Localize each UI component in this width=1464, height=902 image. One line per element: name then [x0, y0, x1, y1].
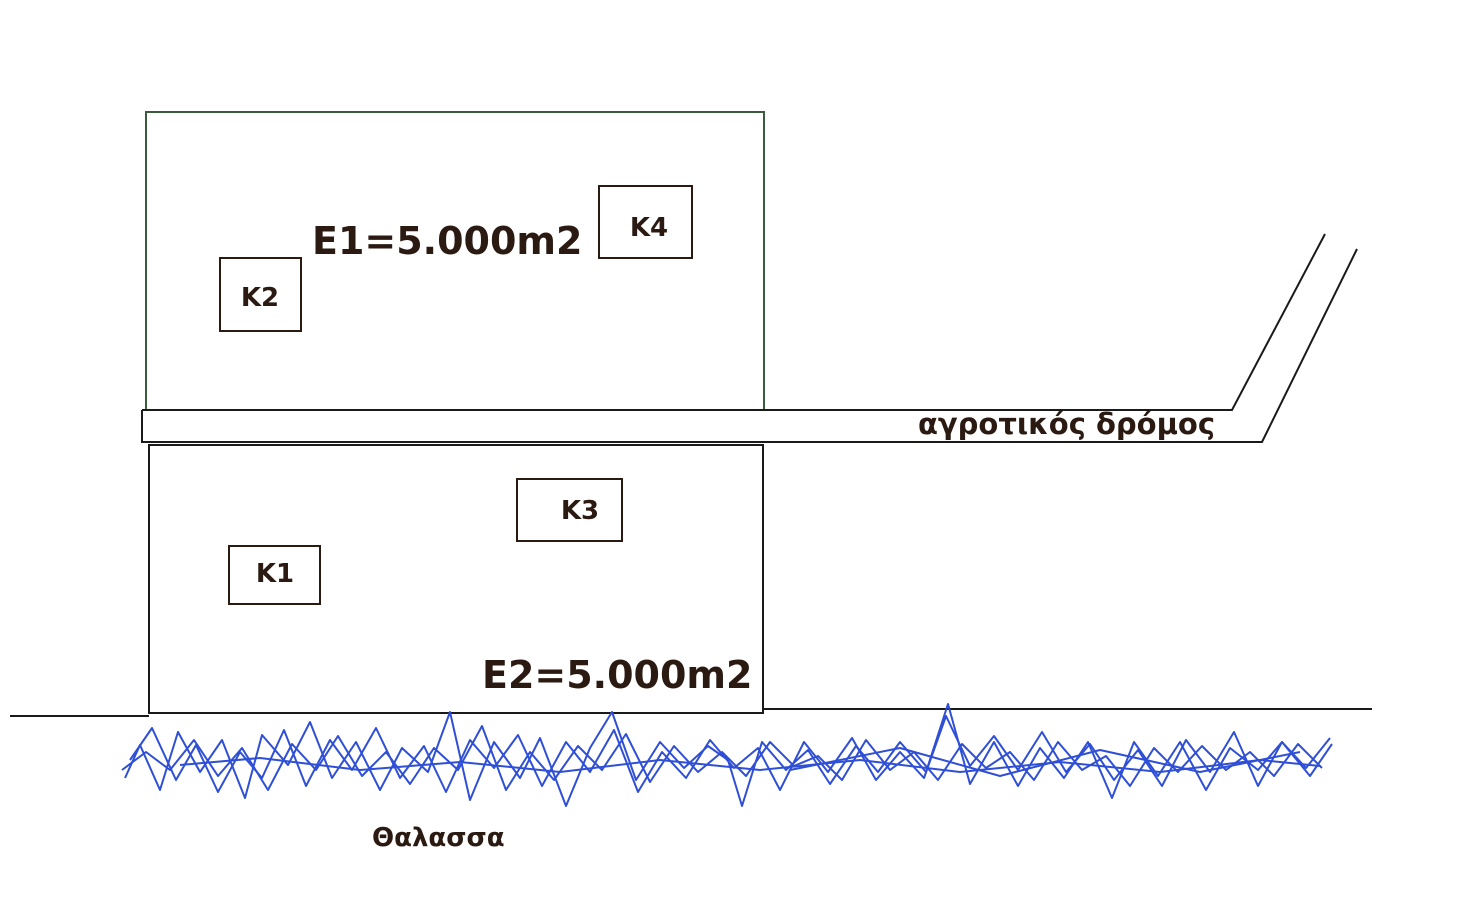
sea-waves	[121, 703, 1333, 807]
building-k3-label: K3	[561, 496, 599, 526]
wave-stroke	[129, 715, 1331, 793]
road-upper-edge	[142, 233, 1326, 411]
building-k4-box	[598, 185, 693, 259]
wave-stroke	[124, 703, 1333, 807]
wave-stroke	[789, 747, 1301, 777]
shoreline	[10, 708, 1372, 717]
road-label: αγροτικός δρόμος	[918, 407, 1215, 441]
building-k1-label: K1	[256, 559, 294, 589]
wave-stroke	[121, 725, 1323, 791]
plot-e1-label: E1=5.000m2	[312, 219, 582, 263]
farm-road	[141, 233, 1358, 443]
plot-e2-label: E2=5.000m2	[482, 653, 752, 697]
building-k1-box	[228, 545, 321, 605]
building-k2-box	[219, 257, 302, 332]
building-k2-label: K2	[241, 283, 279, 313]
plot-e2-boundary	[148, 444, 764, 714]
building-k3-box	[516, 478, 623, 542]
building-k4-label: K4	[630, 213, 668, 243]
road-lower-edge	[141, 248, 1358, 443]
sea-label: Θαλασσα	[372, 823, 505, 853]
wave-stroke	[179, 757, 1321, 773]
